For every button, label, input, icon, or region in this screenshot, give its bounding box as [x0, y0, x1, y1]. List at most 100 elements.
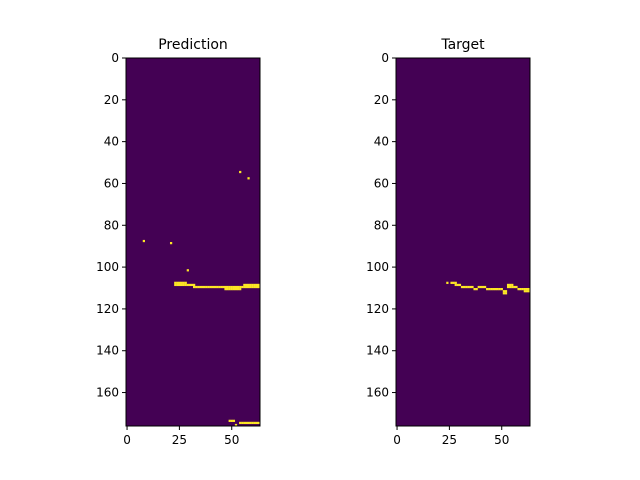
- heatmap-cell: [504, 290, 508, 293]
- heatmap-cell: [224, 285, 227, 289]
- heatmap-cell: [224, 288, 227, 291]
- heatmap-cell: [509, 283, 512, 287]
- heatmap-cell: [230, 419, 233, 422]
- heatmap-cell: [498, 288, 501, 291]
- heatmap-cell: [245, 283, 248, 287]
- heatmap-cell: [504, 292, 508, 295]
- heatmap-cell: [469, 285, 472, 289]
- x-tick-label: 50: [224, 433, 239, 447]
- heatmap-cell: [253, 283, 256, 287]
- heatmap-cell: [243, 285, 246, 289]
- heatmap-cell: [527, 290, 531, 293]
- heatmap-cell: [176, 283, 179, 287]
- heatmap-cell: [251, 421, 254, 425]
- heatmap-cell: [502, 292, 506, 295]
- heatmap-cell: [249, 283, 252, 287]
- heatmap-cell: [527, 288, 531, 291]
- heatmap-cell: [477, 285, 480, 289]
- heatmap-cell: [186, 269, 189, 272]
- heatmap-cell: [239, 170, 242, 174]
- heatmap-cell: [509, 285, 512, 289]
- heatmap-cell: [255, 421, 259, 425]
- heatmap-cell: [467, 285, 470, 289]
- heatmap-cell: [236, 285, 240, 289]
- heatmap-cell: [483, 285, 487, 289]
- y-tick-label: 0: [111, 51, 119, 65]
- heatmap-cell: [236, 288, 240, 291]
- heatmap-cell: [199, 285, 202, 289]
- heatmap-cell: [234, 285, 238, 289]
- x-tick-label: 0: [393, 433, 401, 447]
- heatmap-cell: [253, 285, 256, 289]
- heatmap-cell: [506, 283, 510, 287]
- heatmap-cell: [525, 288, 529, 291]
- heatmap-cell: [239, 421, 242, 425]
- heatmap-cell: [471, 285, 474, 289]
- heatmap-cell: [251, 285, 254, 289]
- heatmap-cell: [230, 285, 233, 289]
- heatmap-cell: [253, 421, 256, 425]
- heatmap-cell: [142, 239, 145, 243]
- heatmap-cell: [241, 285, 244, 289]
- heatmap-cell: [486, 288, 489, 291]
- heatmap-cell: [188, 283, 192, 287]
- heatmap-cell: [234, 423, 238, 427]
- heatmap-cell: [452, 281, 455, 284]
- heatmap-cell: [193, 285, 196, 289]
- heatmap-cell: [205, 285, 208, 289]
- heatmap-cell: [251, 283, 254, 287]
- heatmap-cell: [209, 285, 212, 289]
- y-tick-label: 80: [104, 218, 119, 232]
- heatmap-cell: [178, 281, 181, 284]
- y-tick-label: 160: [366, 386, 389, 400]
- heatmap-cell: [517, 288, 520, 291]
- x-tick-label: 0: [123, 433, 131, 447]
- heatmap-cell: [490, 288, 493, 291]
- heatmap-cell: [479, 285, 482, 289]
- heatmap-cell: [180, 283, 183, 287]
- heatmap-cell: [182, 283, 185, 287]
- heatmap-cell: [257, 283, 261, 287]
- prediction-title: Prediction: [158, 37, 228, 53]
- heatmap-cell: [226, 285, 229, 289]
- y-tick-label: 100: [366, 260, 389, 274]
- heatmap-cell: [174, 283, 177, 287]
- heatmap-cell: [186, 283, 189, 287]
- x-tick-label: 25: [172, 433, 187, 447]
- heatmap-cell: [241, 421, 244, 425]
- prediction-heatmap-background: [126, 58, 260, 426]
- y-tick-label: 140: [96, 344, 119, 358]
- heatmap-cell: [515, 285, 518, 289]
- heatmap-cell: [257, 285, 261, 289]
- heatmap-cell: [525, 290, 529, 293]
- heatmap-cell: [249, 285, 252, 289]
- heatmap-cell: [255, 283, 259, 287]
- target-title: Target: [440, 37, 485, 53]
- heatmap-cell: [247, 283, 250, 287]
- target-heatmap-cells: [446, 281, 531, 295]
- heatmap-cell: [257, 421, 261, 425]
- x-tick-label: 50: [494, 433, 509, 447]
- prediction-axes-frame: [125, 57, 261, 427]
- heatmap-cell: [218, 285, 221, 289]
- heatmap-cell: [176, 281, 179, 284]
- y-tick-label: 60: [374, 176, 389, 190]
- heatmap-cell: [197, 285, 200, 289]
- heatmap-cell: [465, 285, 468, 289]
- target-axes-frame: [395, 57, 531, 427]
- heatmap-cell: [239, 285, 242, 289]
- y-tick-label: 20: [374, 93, 389, 107]
- heatmap-cell: [222, 285, 225, 289]
- heatmap-cell: [446, 281, 449, 284]
- heatmap-cell: [454, 283, 457, 287]
- heatmap-cell: [247, 177, 250, 180]
- heatmap-cell: [460, 285, 464, 289]
- y-tick-label: 80: [374, 218, 389, 232]
- heatmap-cell: [500, 288, 503, 291]
- heatmap-cell: [473, 288, 476, 291]
- heatmap-cell: [245, 285, 248, 289]
- heatmap-cell: [228, 285, 231, 289]
- heatmap-cell: [458, 283, 462, 287]
- y-tick-label: 40: [374, 135, 389, 149]
